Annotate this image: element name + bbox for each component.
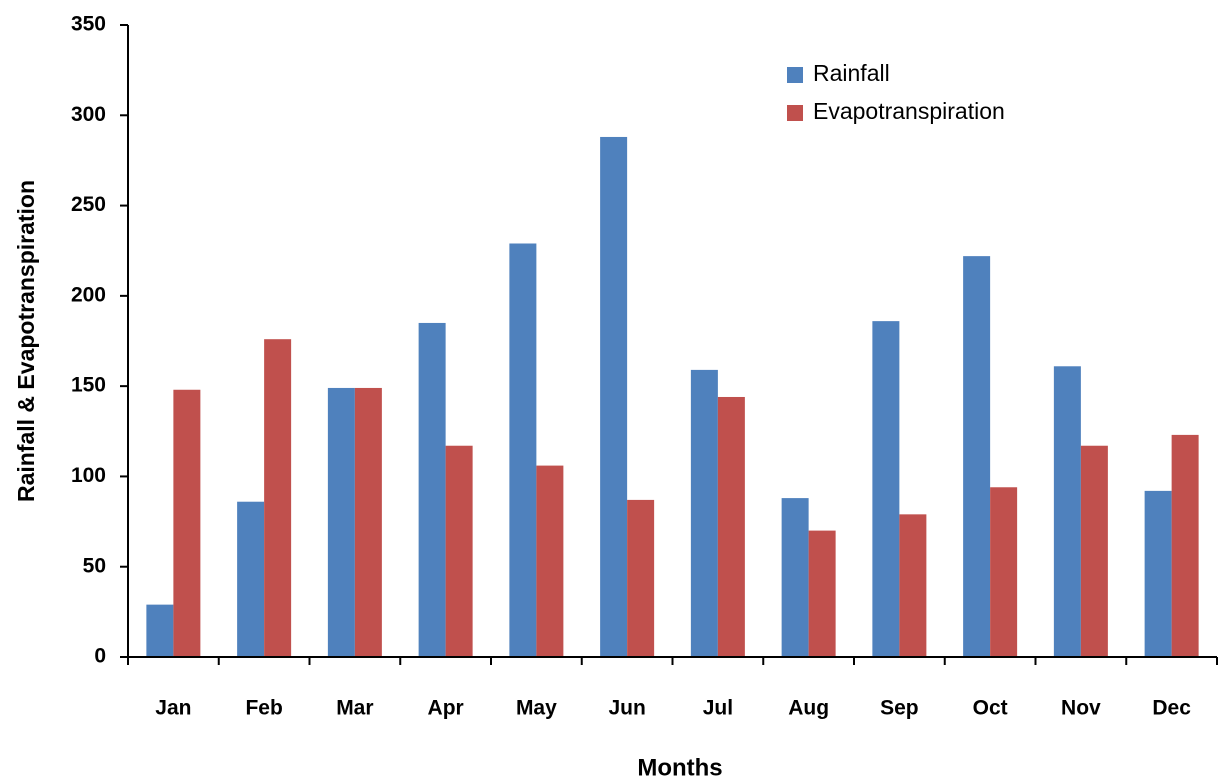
legend-label: Rainfall bbox=[813, 60, 890, 86]
x-tick-label: Dec bbox=[1152, 697, 1191, 720]
y-tick-label: 200 bbox=[71, 283, 106, 306]
bar bbox=[872, 321, 900, 657]
bar bbox=[509, 243, 537, 657]
bar bbox=[264, 339, 292, 657]
x-tick-label: Jun bbox=[608, 697, 645, 720]
bar bbox=[1080, 445, 1108, 657]
bar bbox=[1053, 366, 1081, 657]
bar bbox=[990, 487, 1018, 657]
bar bbox=[1171, 434, 1199, 657]
bar bbox=[600, 136, 628, 657]
bar bbox=[237, 501, 265, 657]
legend-label: Evapotranspiration bbox=[813, 98, 1005, 124]
y-tick-label: 50 bbox=[83, 554, 106, 577]
x-tick-label: Sep bbox=[880, 697, 919, 720]
bar bbox=[781, 498, 809, 657]
bar bbox=[627, 499, 655, 657]
x-tick-label: Feb bbox=[245, 697, 282, 720]
bar bbox=[354, 387, 382, 657]
y-tick-label: 150 bbox=[71, 374, 106, 397]
x-tick-label: May bbox=[516, 697, 557, 720]
bar bbox=[445, 445, 473, 657]
y-tick-label: 300 bbox=[71, 103, 106, 126]
x-tick-label: Jul bbox=[703, 697, 733, 720]
bar bbox=[808, 530, 836, 657]
legend-swatch bbox=[787, 67, 803, 83]
x-axis-title: Months bbox=[637, 754, 722, 781]
y-tick-label: 350 bbox=[71, 13, 106, 36]
bar bbox=[899, 514, 927, 657]
x-tick-label: Aug bbox=[788, 697, 829, 720]
y-tick-label: 100 bbox=[71, 464, 106, 487]
bar bbox=[327, 387, 355, 657]
x-tick-label: Apr bbox=[428, 697, 464, 720]
bar bbox=[963, 256, 991, 657]
y-tick-label: 250 bbox=[71, 193, 106, 216]
bar bbox=[1144, 490, 1172, 657]
bar bbox=[717, 396, 745, 657]
y-tick-label: 0 bbox=[94, 645, 106, 668]
bar bbox=[173, 389, 201, 657]
bar bbox=[690, 369, 718, 657]
x-tick-label: Nov bbox=[1061, 697, 1101, 720]
bar bbox=[418, 322, 446, 657]
y-axis-title: Rainfall & Evapotranspiration bbox=[13, 180, 39, 502]
bar bbox=[536, 465, 564, 657]
x-tick-label: Jan bbox=[155, 697, 191, 720]
bar bbox=[146, 604, 174, 657]
x-tick-label: Oct bbox=[973, 697, 1008, 720]
legend-swatch bbox=[787, 105, 803, 121]
x-tick-label: Mar bbox=[336, 697, 373, 720]
